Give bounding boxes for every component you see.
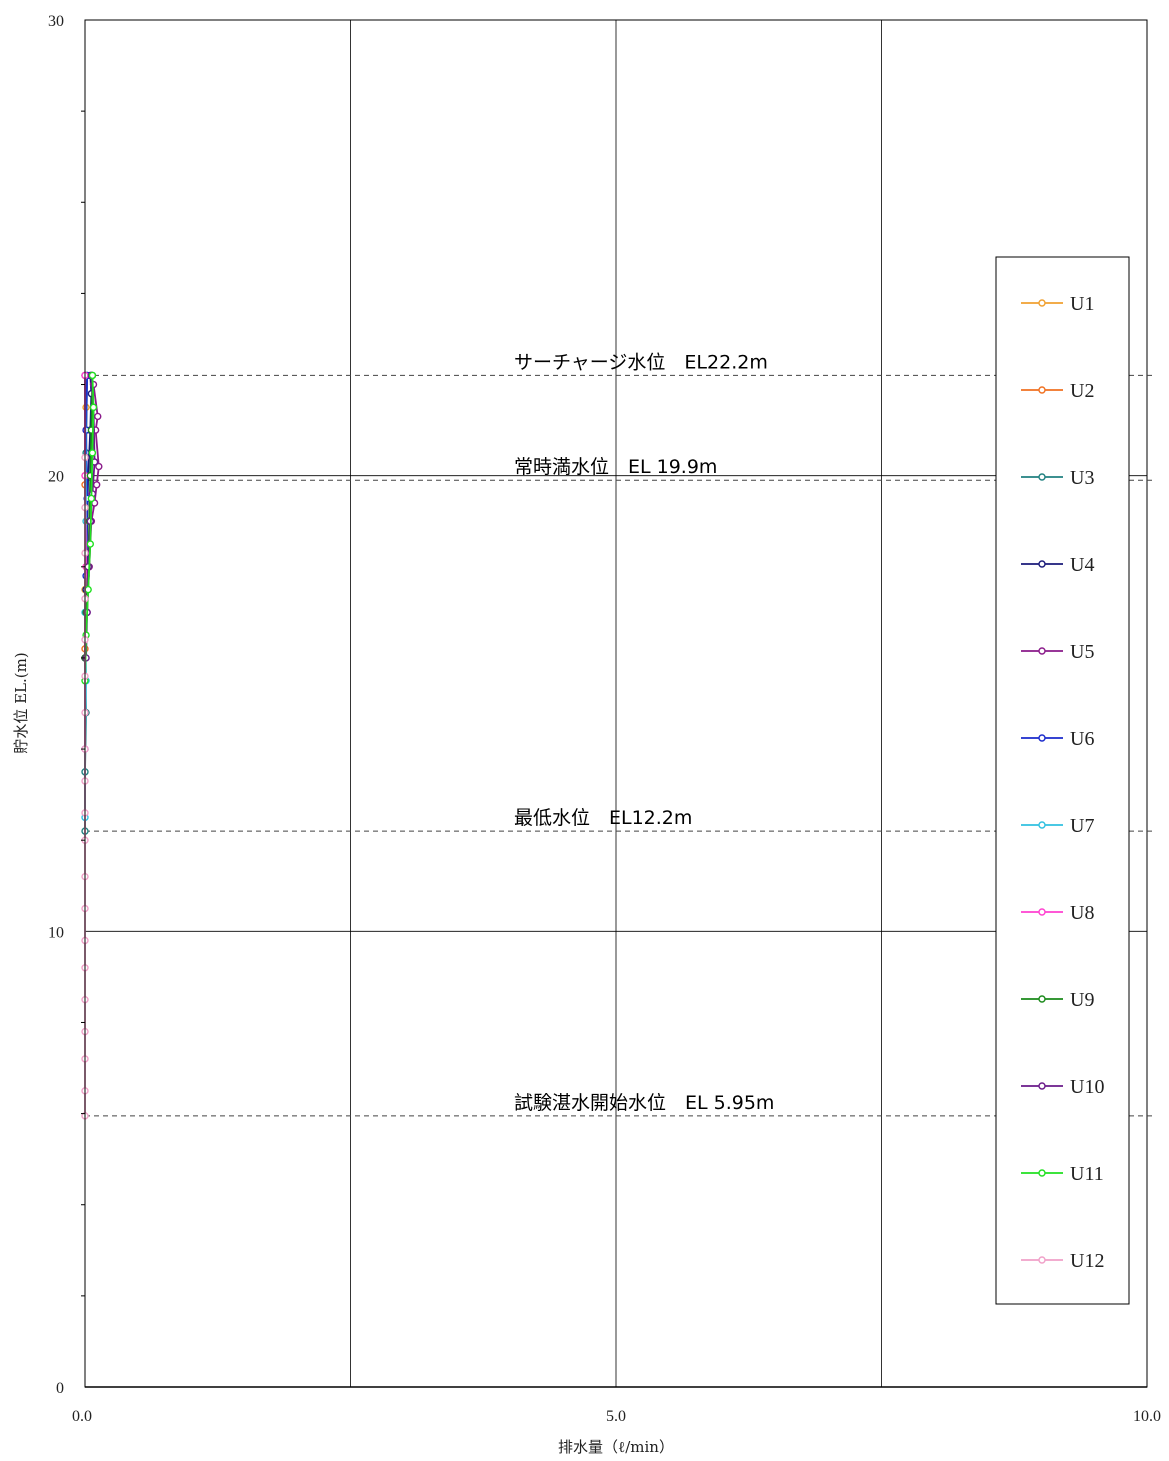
reference-line-label: 常時満水位 EL 19.9m — [514, 456, 717, 478]
legend-label: U5 — [1070, 641, 1094, 663]
legend-label: U8 — [1070, 902, 1094, 924]
x-tick-label: 10.0 — [1133, 1408, 1161, 1425]
legend-marker — [1038, 995, 1046, 1003]
data-point — [94, 412, 102, 421]
legend-entry-u6: U6 — [1021, 728, 1094, 750]
reference-line-label: サーチャージ水位 EL22.2m — [514, 351, 768, 373]
y-tick-label: 20 — [48, 469, 64, 486]
legend-label: U6 — [1070, 728, 1094, 750]
legend-label: U4 — [1070, 554, 1094, 576]
legend-marker — [1038, 473, 1046, 481]
grid-lines — [85, 20, 1147, 1387]
legend-marker — [1038, 299, 1046, 307]
legend-marker — [1038, 734, 1046, 742]
series-u11 — [81, 371, 98, 685]
legend-marker — [1038, 386, 1046, 394]
reference-line-label: 試験湛水開始水位 EL 5.95m — [514, 1092, 774, 1114]
legend-entry-u9: U9 — [1021, 989, 1094, 1011]
data-point — [84, 563, 92, 571]
legend-marker — [1038, 908, 1046, 916]
legend-entry-u2: U2 — [1021, 380, 1094, 402]
data-point — [88, 371, 97, 380]
data-point — [84, 585, 92, 594]
y-axis-title: 貯水位 EL.(m) — [12, 652, 30, 753]
legend-entry-u11: U11 — [1021, 1163, 1104, 1185]
legend-marker — [1038, 1169, 1046, 1177]
reference-lines: サーチャージ水位 EL22.2m 常時満水位 EL 19.9m 最低水位 EL12.… — [85, 351, 1153, 1117]
data-point — [88, 449, 97, 457]
series-line — [84, 375, 95, 681]
legend-label: U11 — [1070, 1163, 1104, 1185]
legend-label: U2 — [1070, 380, 1094, 402]
legend-marker — [1038, 647, 1046, 655]
x-axis-title: 排水量（ℓ/min） — [558, 1438, 674, 1456]
legend-label: U10 — [1070, 1076, 1104, 1098]
legend-entry-u5: U5 — [1021, 641, 1094, 663]
legend-entry-u1: U1 — [1021, 293, 1094, 315]
legend-entry-u10: U10 — [1021, 1076, 1104, 1098]
legend-label: U3 — [1070, 467, 1094, 489]
legend-entry-u12: U12 — [1021, 1250, 1104, 1272]
x-tick-label: 0.0 — [72, 1408, 92, 1425]
y-tick-label: 10 — [48, 924, 64, 941]
data-point — [92, 481, 101, 489]
axes: 0 10 20 30 0.0 5.0 10.0 — [48, 13, 1161, 1425]
legend-label: U9 — [1070, 989, 1094, 1011]
data-point — [86, 540, 95, 548]
legend-entry-u8: U8 — [1021, 902, 1094, 924]
legend-label: U12 — [1070, 1250, 1104, 1272]
legend-box — [995, 256, 1130, 1305]
legend-marker — [1038, 1082, 1046, 1090]
legend-marker — [1038, 821, 1046, 829]
legend-marker — [1038, 1256, 1046, 1264]
legend-label: U7 — [1070, 815, 1094, 837]
legend-marker — [1038, 560, 1046, 568]
y-tick-label: 0 — [56, 1380, 64, 1397]
y-tick-label: 30 — [48, 13, 64, 30]
legend-entry-u7: U7 — [1021, 815, 1094, 837]
data-point — [95, 462, 103, 471]
legend-entry-u3: U3 — [1021, 467, 1094, 489]
reference-line-label: 最低水位 EL12.2m — [514, 807, 692, 829]
x-tick-label: 5.0 — [606, 1408, 626, 1425]
data-point — [89, 403, 98, 412]
legend: U1 U2 U3 U4 U5 U6 U7 U8 U9 U10 U11 U12 — [995, 256, 1130, 1305]
legend-entry-u4: U4 — [1021, 554, 1094, 576]
data-point — [87, 494, 96, 503]
legend-label: U1 — [1070, 293, 1094, 315]
